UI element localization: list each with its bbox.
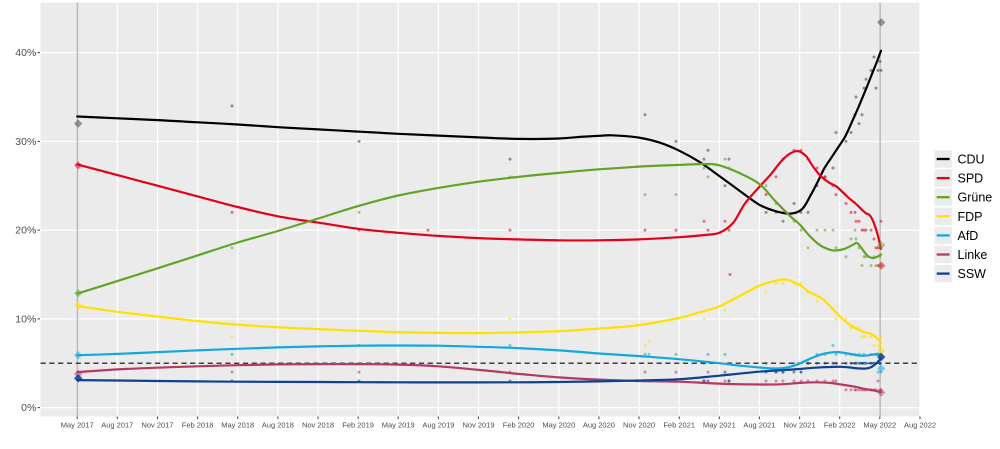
svg-text:May 2019: May 2019	[382, 421, 415, 430]
svg-text:FDP: FDP	[958, 210, 983, 224]
svg-text:Aug 2020: Aug 2020	[583, 421, 615, 430]
svg-text:AfD: AfD	[958, 229, 979, 243]
svg-text:Feb 2022: Feb 2022	[824, 421, 856, 430]
svg-text:May 2017: May 2017	[61, 421, 94, 430]
svg-text:SSW: SSW	[958, 267, 987, 281]
svg-text:Aug 2021: Aug 2021	[743, 421, 775, 430]
svg-text:Nov 2018: Nov 2018	[302, 421, 334, 430]
svg-text:CDU: CDU	[958, 153, 985, 167]
svg-text:Feb 2018: Feb 2018	[182, 421, 214, 430]
svg-text:0%: 0%	[21, 402, 36, 414]
svg-text:Aug 2017: Aug 2017	[101, 421, 133, 430]
svg-text:Aug 2019: Aug 2019	[422, 421, 454, 430]
svg-text:20%: 20%	[15, 225, 36, 237]
svg-text:Aug 2022: Aug 2022	[904, 421, 936, 430]
svg-text:Nov 2020: Nov 2020	[623, 421, 655, 430]
svg-text:40%: 40%	[15, 47, 36, 59]
svg-text:10%: 10%	[15, 313, 36, 325]
svg-text:Grüne: Grüne	[958, 191, 993, 205]
svg-text:Feb 2020: Feb 2020	[503, 421, 535, 430]
svg-text:SPD: SPD	[958, 172, 984, 186]
svg-text:May 2021: May 2021	[703, 421, 736, 430]
svg-text:Nov 2017: Nov 2017	[141, 421, 173, 430]
svg-text:Feb 2019: Feb 2019	[342, 421, 374, 430]
svg-text:May 2022: May 2022	[863, 421, 896, 430]
svg-text:Nov 2019: Nov 2019	[462, 421, 494, 430]
svg-text:Aug 2018: Aug 2018	[262, 421, 294, 430]
svg-text:Nov 2021: Nov 2021	[784, 421, 816, 430]
svg-text:Feb 2021: Feb 2021	[663, 421, 695, 430]
svg-text:30%: 30%	[15, 136, 36, 148]
svg-text:Linke: Linke	[958, 248, 988, 262]
svg-text:May 2020: May 2020	[542, 421, 575, 430]
svg-text:May 2018: May 2018	[221, 421, 254, 430]
